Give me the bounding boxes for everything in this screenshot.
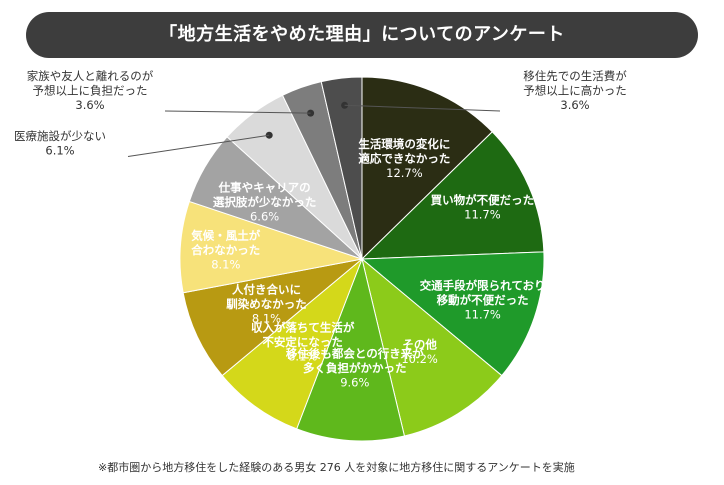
slice-label-2: 買い物が不便だった 11.7% [431,193,535,222]
pie-slice-7 [182,258,364,377]
pie-slice-12 [320,76,363,260]
pie-slice-2 [360,131,545,260]
outer-label-12: 移住先での生活費が予想以上に高かった 3.6% [523,69,627,112]
leader-line-12 [344,104,501,112]
pie-slice-3 [360,251,545,377]
pie-slice-1 [361,76,493,261]
leader-lines [127,101,501,157]
slice-label-1: 生活環境の変化に適応できなかった 12.7% [358,137,450,180]
slice-label-8: 気候・風土が合わなかった 8.1% [191,228,260,271]
title-bar: 「地方生活をやめた理由」についてのアンケート [26,12,698,58]
slice-label-3: 交通手段が限られており移動が不便だった 11.7% [420,279,546,322]
pie-slice-8 [179,200,364,294]
slice-label-9: 仕事やキャリアの選択肢が少なかった 6.6% [213,181,317,224]
pie-slice-5 [296,257,406,442]
slice-label-6: 収入が落ちて生活が不安定になった 8.1% [251,320,355,363]
leader-line-10 [127,134,270,157]
pie-slice-6 [221,257,364,430]
pie-slice-4 [361,257,503,437]
slice-labels: 生活環境の変化に適応できなかった 12.7% 買い物が不便だった 11.7% 交通手段が… [14,69,627,390]
leader-line-11 [164,110,311,114]
slice-label-5: 移住後も都会との行き来が多く負担がかかった 9.6% [286,347,424,390]
slice-label-4: その他 10.2% [401,338,438,367]
outer-label-11: 家族や友人と離れるのが予想以上に負担だった 3.6% [27,69,154,112]
outer-label-10: 医療施設が少ない 6.1% [14,129,106,158]
chart-title: 「地方生活をやめた理由」についてのアンケート [159,24,565,45]
pie-slices [179,76,545,442]
slice-label-7: 人付き合いに馴染めなかった 8.1% [226,283,307,326]
footnote: ※都市圏から地方移住をした経験のある男女 276 人を対象に地方移住に関するアン… [98,461,575,474]
